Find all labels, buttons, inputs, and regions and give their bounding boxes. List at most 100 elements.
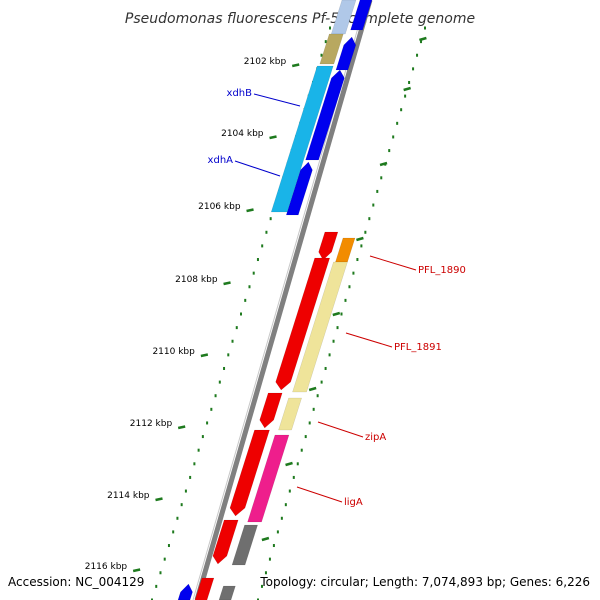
gene-reverse-strip — [318, 231, 339, 261]
gene-forward-strip — [285, 161, 313, 216]
ruler-dots — [151, 26, 426, 600]
gene-orange-strip — [335, 237, 356, 263]
backbone-line — [194, 0, 373, 600]
ruler-dot-inner — [256, 258, 259, 262]
ruler-tick-outer — [419, 36, 427, 42]
ruler-dot-outer — [332, 339, 335, 343]
ruler-dot-outer — [336, 326, 339, 330]
ruler-ticks: 2102 kbp 2104 kbp 2106 kbp 2108 kbp 2110 kbp… — [85, 36, 427, 573]
ruler-tick-label: 2104 kbp — [221, 129, 264, 139]
ruler-dot-inner — [269, 217, 272, 221]
ruler-dot-inner — [324, 40, 327, 44]
gene-label-connector — [234, 160, 281, 177]
ruler-dot-outer — [316, 394, 319, 398]
ruler-dot-inner — [244, 298, 247, 302]
ruler-dot-outer — [320, 380, 323, 384]
ruler-dot-outer — [408, 80, 411, 84]
ruler-dot-outer — [276, 530, 279, 534]
gene-label-connector — [317, 421, 364, 438]
ruler-dot-outer — [424, 26, 426, 30]
ruler-dot-outer — [328, 353, 331, 357]
ruler-dot-outer — [300, 448, 303, 452]
ruler-tick-label: 2106 kbp — [198, 202, 241, 212]
ruler-dot-inner — [155, 584, 158, 588]
ruler-dot-outer — [376, 189, 379, 193]
ruler-dot-inner — [231, 339, 234, 343]
ruler-dot-inner — [210, 407, 213, 411]
ruler-dot-outer — [420, 40, 423, 44]
ruler-dot-inner — [252, 271, 255, 275]
ruler-dot-outer — [344, 298, 347, 302]
ruler-tick-outer — [332, 311, 341, 317]
gene-reverse-strip — [229, 429, 270, 517]
ruler-dot-inner — [201, 435, 204, 439]
gene-yellow-strip — [278, 397, 302, 431]
ruler-dot-outer — [292, 475, 295, 479]
ruler-dot-outer — [348, 285, 351, 289]
ruler-dot-outer — [257, 598, 259, 600]
gene-gray-strip — [231, 524, 258, 566]
ruler-dot-inner — [172, 530, 175, 534]
ruler-dot-inner — [193, 462, 196, 466]
ruler-dot-outer — [388, 149, 391, 153]
genome-backbone — [192, 0, 373, 600]
ruler-tick — [291, 63, 300, 68]
gene-label: PFL_1890 — [418, 265, 466, 276]
ruler-dot-inner — [167, 544, 170, 548]
gene-label: xdhA — [208, 155, 234, 166]
gene-label: zipA — [365, 432, 386, 443]
ruler-dot-outer — [364, 230, 367, 234]
ruler-dot-inner — [151, 598, 153, 600]
ruler-dot-outer — [284, 503, 287, 507]
ruler-dot-inner — [227, 353, 230, 357]
ruler-dot-inner — [329, 26, 331, 30]
ruler-dot-outer — [340, 312, 343, 316]
ruler-dot-outer — [368, 217, 371, 221]
ruler-tick-label: 2112 kbp — [130, 419, 173, 429]
gene-reverse-strip — [212, 519, 239, 565]
ruler-tick — [132, 568, 141, 573]
ruler-tick-label: 2108 kbp — [175, 275, 218, 285]
ruler-dot-inner — [223, 366, 226, 370]
gene-label: ligA — [344, 497, 363, 508]
genes-layer — [177, 0, 373, 600]
ruler-dot-outer — [308, 421, 311, 425]
gene-khaki-strip — [319, 33, 344, 65]
ruler-dot-outer — [324, 366, 327, 370]
accession-text: Accession: NC_004129 — [8, 575, 144, 589]
ruler-tick-label: 2110 kbp — [152, 347, 195, 357]
ruler-dot-inner — [235, 326, 238, 330]
ruler-dot-outer — [396, 121, 399, 125]
ruler-dot-inner — [163, 557, 166, 561]
ruler-tick-label: 2102 kbp — [244, 57, 287, 67]
ruler-dot-outer — [356, 258, 359, 262]
gene-forward-strip — [177, 583, 193, 600]
gene-labels: xdhB xdhA PFL_1890 PFL_1891 zipA ligA — [208, 88, 466, 508]
ruler-dot-outer — [372, 203, 375, 207]
ruler-dot-outer — [272, 544, 275, 548]
ruler-dot-inner — [189, 475, 192, 479]
ruler-tick-outer — [356, 236, 364, 242]
ruler-dot-inner — [265, 230, 268, 234]
ruler-tick-outer — [261, 536, 270, 542]
gene-label-connector — [253, 93, 301, 107]
ruler-dot-inner — [159, 571, 162, 575]
gene-label: PFL_1891 — [394, 342, 442, 353]
topology-text: Topology: circular; Length: 7,074,893 bp… — [259, 575, 590, 589]
ruler-dot-inner — [261, 244, 264, 248]
ruler-dot-outer — [416, 53, 419, 57]
gene-label-connector — [296, 486, 343, 503]
ruler-dot-outer — [312, 407, 315, 411]
gene-label: xdhB — [227, 88, 253, 99]
gene-reverse-strip — [194, 577, 215, 600]
ruler-dot-outer — [404, 94, 407, 98]
gene-cyan-strip — [270, 65, 334, 213]
ruler-dot-outer — [360, 244, 363, 248]
ruler-dot-inner — [214, 394, 217, 398]
genome-title: Pseudomonas fluorescens Pf-5, complete g… — [125, 11, 475, 27]
ruler-tick-label: 2116 kbp — [85, 562, 128, 572]
ruler-dot-outer — [264, 571, 267, 575]
gene-forward-strip — [335, 36, 357, 71]
gene-label-connector — [345, 332, 393, 348]
gene-gray-strip — [218, 585, 236, 600]
